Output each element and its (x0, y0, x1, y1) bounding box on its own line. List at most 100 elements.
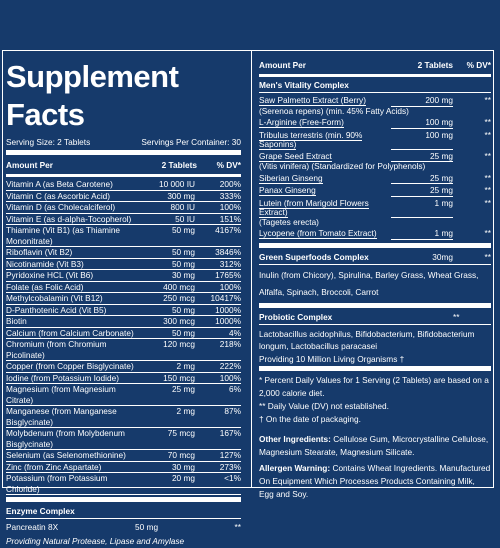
ingredient-subtext-text: (Vitis vinifera) (Standardized for Polyp… (259, 161, 426, 171)
table-row: Saw Palmetto Extract (Berry) 200 mg ** (259, 95, 491, 107)
nutrient-name: Pyridoxine HCL (Vit B6) (6, 270, 94, 280)
table-row: Biotin 300 mcg 1000% (6, 316, 241, 328)
ingredient-dv: ** (484, 150, 491, 161)
ingredient-name-text: Tribulus terrestris (min. 90% Saponins) (259, 129, 363, 150)
nutrient-name: Biotin (6, 316, 27, 326)
nutrient-name: Vitamin A (as Beta Carotene) (6, 179, 113, 189)
vitality-item: Tribulus terrestris (min. 90% Saponins) 1… (259, 129, 491, 150)
green-header: Green Superfoods Complex 30mg ** (259, 251, 491, 264)
header-dv: % DV* (466, 60, 491, 70)
ingredient-amount: 100 mg (391, 130, 453, 150)
nutrient-name: D-Panthotenic Acid (Vit B5) (6, 304, 107, 315)
nutrient-dv: 100% (219, 202, 241, 212)
ingredient-amount: 100 mg (391, 117, 453, 129)
nutrient-dv: 1765% (215, 270, 241, 280)
table-row: Siberian Ginseng 25 mg ** (259, 172, 491, 185)
nutrient-amount: 2 mg (176, 361, 195, 371)
ingredient-dv: ** (484, 197, 491, 208)
nutrient-dv: 127% (219, 450, 241, 460)
nutrient-name: Vitamin E (as d-alpha-Tocopherol) (6, 213, 132, 224)
table-row: Vitamin A (as Beta Carotene) 10 000 IU 200… (6, 179, 241, 191)
nutrient-dv: 3846% (215, 247, 241, 257)
ingredient-name: L-Arginine (Free-Form) (259, 117, 391, 129)
nutrient-amount: 20 mg (171, 473, 195, 483)
nutrient-dv: 6% (229, 384, 241, 394)
ingredient-amount: 1 mg (391, 198, 453, 218)
nutrient-dv: 1000% (215, 304, 241, 315)
table-row: Tribulus terrestris (min. 90% Saponins) 1… (259, 129, 491, 150)
nutrient-name: Selenium (as Selenomethionine) (6, 450, 126, 460)
nutrient-dv: 10417% (210, 293, 241, 303)
vitality-item: Panax Ginseng 25 mg ** (259, 185, 491, 197)
nutrient-dv: 1000% (215, 316, 241, 326)
nutrient-name: Calcium (from Calcium Carbonate) (6, 327, 134, 338)
nutrient-name: Chromium (from Chromium Picolinate) (6, 339, 107, 360)
ingredient-name: Lutein (from Marigold Flowers Extract) (259, 197, 391, 218)
table-row: Vitamin E (as d-alpha-Tocopherol) 50 IU 15… (6, 213, 241, 225)
nutrient-amount: 120 mcg (163, 339, 195, 349)
vitality-item: Siberian Ginseng 25 mg ** (259, 172, 491, 185)
ingredient-name: Lycopene (from Tomato Extract) (259, 228, 391, 240)
ingredient-dv: ** (484, 172, 491, 183)
table-header: Amount Per 2 Tablets % DV* (6, 158, 241, 173)
nutrient-name: Nicotinamide (Vit B3) (6, 258, 84, 269)
header-tablets: 2 Tablets (417, 60, 453, 70)
header-tablets: 2 Tablets (161, 160, 197, 170)
nutrient-amount: 50 mg (171, 225, 195, 235)
nutrient-amount: 30 mg (171, 270, 195, 280)
ingredient-name: Siberian Ginseng (259, 172, 391, 185)
ingredient-dv: ** (484, 185, 491, 195)
ingredient-name: Grape Seed Extract (259, 150, 391, 163)
table-row: Magnesium (from Magnesium Citrate) 25 mg 6… (6, 384, 241, 406)
nutrient-name: Molybdenum (from Molybdenum Bisglycinate… (6, 428, 125, 449)
table-row: Riboflavin (Vit B2) 50 mg 3846% (6, 247, 241, 259)
serving-size: Serving Size: 2 Tablets (6, 137, 91, 147)
ingredient-amount: 200 mg (391, 95, 453, 107)
table-row: Pyridoxine HCL (Vit B6) 30 mg 1765% (6, 270, 241, 282)
probiotic-ingredients: Lactobacillus acidophilus, Bifidobacteri… (259, 328, 475, 352)
allergen-warning-label: Allergen Warning: (259, 463, 331, 473)
nutrient-amount: 300 mg (167, 190, 195, 201)
vitality-item: Saw Palmetto Extract (Berry) 200 mg ** (Ser… (259, 95, 491, 116)
nutrient-dv: 222% (219, 361, 241, 371)
nutrient-amount: 300 mcg (163, 316, 195, 326)
ingredient-subtext: (Vitis vinifera) (Standardized for Polyp… (259, 161, 491, 172)
probiotic-organisms: Providing 10 Million Living Organisms † (259, 353, 405, 364)
footnote: * Percent Daily Values for 1 Serving (2 … (259, 375, 489, 398)
table-row: D-Panthotenic Acid (Vit B5) 50 mg 1000% (6, 304, 241, 316)
green-dv: ** (484, 251, 491, 262)
ingredient-dv: ** (484, 228, 491, 238)
nutrient-name: Magnesium (from Magnesium Citrate) (6, 384, 116, 405)
table-row: Panax Ginseng 25 mg ** (259, 185, 491, 197)
nutrient-dv: 100% (219, 281, 241, 292)
header-amount-per: Amount Per (259, 60, 307, 70)
nutrient-name: Copper (from Copper Bisglycinate) (6, 361, 134, 371)
nutrient-amount: 50 mg (171, 304, 195, 315)
ingredient-amount: 25 mg (391, 173, 453, 184)
green-title: Green Superfoods Complex (259, 251, 369, 262)
nutrient-table: Vitamin A (as Beta Carotene) 10 000 IU 200… (6, 179, 241, 495)
nutrient-amount: 50 mg (171, 247, 195, 257)
enzyme-amount: 50 mg (135, 522, 159, 532)
ingredient-name: Tribulus terrestris (min. 90% Saponins) (259, 129, 391, 150)
vitality-item: Grape Seed Extract 25 mg ** (Vitis vinifera… (259, 150, 491, 172)
enzyme-dv: ** (234, 522, 241, 532)
thick-rule (259, 242, 491, 248)
serving-info: Serving Size: 2 Tablets Servings Per Con… (6, 136, 241, 148)
medium-rule (259, 74, 491, 77)
ingredient-name-text: Lutein (from Marigold Flowers Extract) (259, 197, 369, 218)
column-divider (251, 50, 252, 488)
green-amount: 30mg (432, 251, 453, 262)
enzyme-note: Providing Natural Protease, Lipase and A… (6, 536, 185, 546)
ingredient-dv: ** (484, 95, 491, 105)
ingredient-amount: 25 mg (391, 151, 453, 162)
nutrient-amount: 25 mg (171, 384, 195, 394)
table-row: Lycopene (from Tomato Extract) 1 mg ** (259, 228, 491, 240)
table-row: Folate (as Folic Acid) 400 mcg 100% (6, 281, 241, 293)
ingredient-name: Panax Ginseng (259, 185, 391, 197)
servings-per-container: Servings Per Container: 30 (141, 137, 241, 147)
enzyme-title: Enzyme Complex (6, 506, 75, 516)
nutrient-dv: 100% (219, 372, 241, 383)
vitality-title: Men's Vitality Complex (259, 80, 349, 90)
probiotic-title: Probiotic Complex (259, 311, 333, 322)
